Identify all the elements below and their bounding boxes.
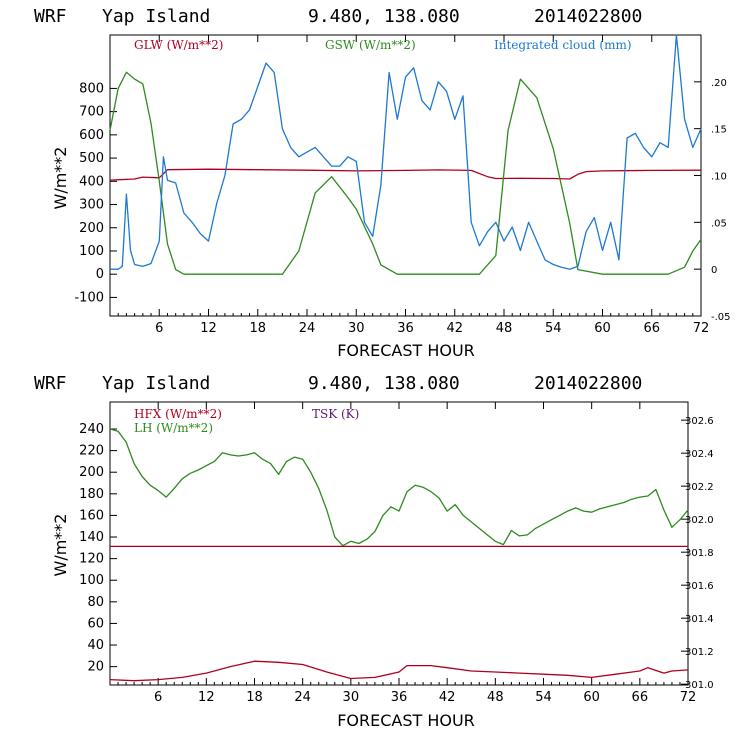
x-tick-label: 60 <box>594 321 611 336</box>
y-tick-label: 100 <box>79 573 104 588</box>
y-tick-label: -100 <box>74 290 104 305</box>
x-tick-label: 6 <box>155 321 163 336</box>
y-tick-label: 140 <box>79 530 104 545</box>
x-tick-label: 24 <box>294 690 311 705</box>
y-tick-label: 20 <box>87 660 104 675</box>
panel2-chart: 6 12 18 24 30 36 42 48 54 60 66 72 20 40 60 80 100 120 140… <box>79 401 714 705</box>
x-tick-label: 54 <box>535 690 552 705</box>
panel1-ylabel: W/m**2 <box>51 147 70 210</box>
y2-tick-label: 302.4 <box>685 449 714 460</box>
series-line-gsw <box>109 71 702 275</box>
y2-tick-label: .10 <box>711 172 727 183</box>
x-tick-label: 66 <box>643 321 660 336</box>
y-tick-label: 220 <box>79 444 104 459</box>
y2-tick-label: .15 <box>711 125 727 136</box>
panel1-xlabel: FORECAST HOUR <box>337 341 475 360</box>
y2-tick-label: 301.6 <box>685 581 714 592</box>
x-tick-label: 72 <box>680 690 697 705</box>
panel1-legend-glw: GLW (W/m**2) <box>134 38 223 52</box>
y2-tick-label: 302.6 <box>685 416 714 427</box>
panel2-coords: 9.480, 138.080 <box>308 373 460 394</box>
y2-tick-label: .05 <box>711 218 727 229</box>
x-tick-label: 36 <box>397 321 414 336</box>
x-tick-label: 48 <box>487 690 504 705</box>
panel2-ylabel: W/m**2 <box>51 514 70 577</box>
y-tick-label: 200 <box>79 465 104 480</box>
y-tick-label: 80 <box>87 595 104 610</box>
y2-tick-label: .20 <box>711 78 727 89</box>
panel2-header: WRF Yap Island 9.480, 138.080 2014022800 <box>34 373 642 394</box>
panel2-xlabel: FORECAST HOUR <box>337 711 475 730</box>
y2-tick-label: 301.2 <box>685 647 714 658</box>
y2-tick-label: 302.0 <box>685 515 714 526</box>
y-tick-label: 100 <box>79 244 104 259</box>
panel2-legend-lh: LH (W/m**2) <box>134 421 213 435</box>
y-tick-label: 700 <box>79 105 104 120</box>
x-tick-label: 60 <box>583 690 600 705</box>
x-tick-label: 72 <box>693 321 710 336</box>
panel1-coords: 9.480, 138.080 <box>308 6 460 27</box>
x-tick-label: 12 <box>198 690 215 705</box>
series-line-integrated <box>110 34 702 270</box>
y-tick-label: 240 <box>79 422 104 437</box>
y2-tick-label: 301.4 <box>685 614 714 625</box>
x-tick-label: 42 <box>446 321 463 336</box>
x-tick-label: 30 <box>348 321 365 336</box>
y-tick-label: 0 <box>96 267 104 282</box>
y-tick-label: 160 <box>79 508 104 523</box>
y2-tick-label: 301.0 <box>685 680 714 691</box>
panel1-run: 2014022800 <box>534 6 642 27</box>
series-line-glw <box>109 168 702 181</box>
panel1-legend-gsw: GSW (W/m**2) <box>325 38 416 52</box>
y-tick-label: 300 <box>79 198 104 213</box>
y2-tick-label: 302.2 <box>685 482 714 493</box>
x-tick-label: 36 <box>391 690 408 705</box>
y-tick-label: 800 <box>79 81 104 96</box>
x-tick-label: 24 <box>299 321 316 336</box>
y-tick-label: 400 <box>79 174 104 189</box>
x-tick-label: 30 <box>343 690 360 705</box>
series-line-lh <box>109 428 689 547</box>
panel2-run: 2014022800 <box>534 373 642 394</box>
y-tick-label: 600 <box>79 128 104 143</box>
panel1-model: WRF <box>34 6 67 27</box>
panel2-legend-hfx: HFX (W/m**2) <box>134 407 222 421</box>
x-tick-label: 48 <box>496 321 513 336</box>
panel2-model: WRF <box>34 373 67 394</box>
y-tick-label: 120 <box>79 552 104 567</box>
panel2-legend-tsk: TSK (K) <box>312 407 359 421</box>
series-line-hfx <box>109 660 689 682</box>
x-tick-label: 6 <box>154 690 162 705</box>
panel1-header: WRF Yap Island 9.480, 138.080 2014022800 <box>34 6 642 27</box>
y-tick-label: 180 <box>79 487 104 502</box>
y-tick-label: 60 <box>87 616 104 631</box>
x-tick-label: 18 <box>246 690 263 705</box>
y-tick-label: 200 <box>79 221 104 236</box>
panel1-site: Yap Island <box>102 6 210 27</box>
y2-tick-label: -.05 <box>711 312 731 323</box>
panel1-legend-cloud: Integrated cloud (mm) <box>494 38 632 52</box>
panel1-chart: 6 12 18 24 30 36 42 48 54 60 66 72 -100 0 100 200 300 400… <box>74 34 731 336</box>
x-tick-label: 54 <box>545 321 562 336</box>
x-tick-label: 12 <box>200 321 217 336</box>
y-tick-label: 40 <box>87 638 104 653</box>
y2-tick-label: 301.8 <box>685 548 714 559</box>
y-tick-label: 500 <box>79 151 104 166</box>
x-tick-label: 18 <box>249 321 266 336</box>
x-tick-label: 42 <box>439 690 456 705</box>
panel2-site: Yap Island <box>102 373 210 394</box>
x-tick-label: 66 <box>632 690 649 705</box>
plot-frame <box>109 401 689 686</box>
y2-tick-label: 0 <box>711 265 717 276</box>
